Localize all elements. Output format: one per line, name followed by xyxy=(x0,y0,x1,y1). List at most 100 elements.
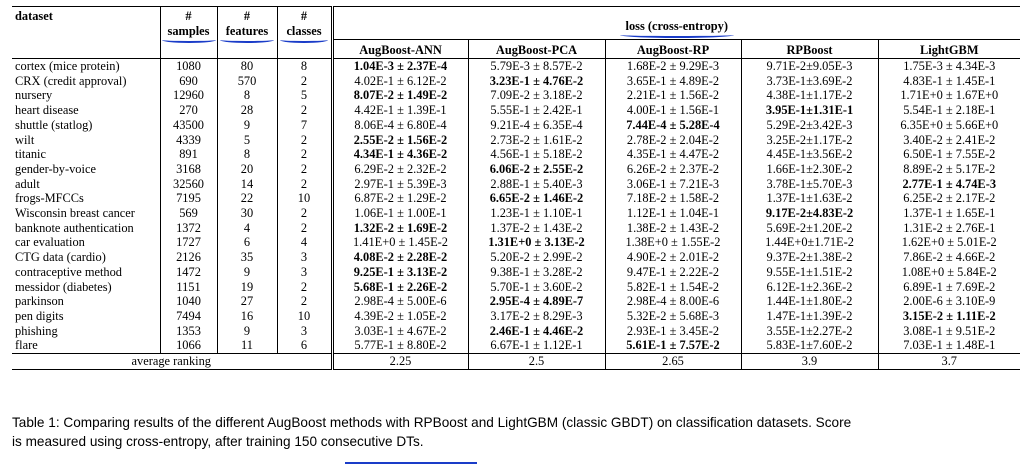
loss-value-rpboost: 1.44E-1±1.80E-2 xyxy=(740,294,878,309)
classes-count: 6 xyxy=(276,338,332,354)
loss-value-lightgbm: 5.54E-1 ± 2.18E-1 xyxy=(877,103,1021,118)
table-row: pen digits 7494 16 10 4.39E-2 ± 1.05E-2 3.17E… xyxy=(12,308,1021,324)
loss-value-rpboost: 5.83E-1±7.60E-2 xyxy=(740,338,878,354)
dataset-name: heart disease xyxy=(15,103,79,118)
samples-count: 2126 xyxy=(159,250,217,265)
features-count: 35 xyxy=(216,250,277,265)
loss-value-rpboost: 4.45E-1±3.56E-2 xyxy=(740,147,878,162)
table-row: contraceptive method 1472 9 3 9.25E-1 ± 3.13… xyxy=(12,264,1021,280)
header-samples-label: samples xyxy=(161,23,216,44)
samples-count: 1372 xyxy=(159,220,217,236)
loss-value-lightgbm: 7.86E-2 ± 4.66E-2 xyxy=(877,250,1021,265)
features-count: 9 xyxy=(216,323,277,339)
loss-value-rpboost: 3.78E-1±5.70E-3 xyxy=(740,176,878,192)
header-samples: # samples xyxy=(159,6,217,59)
dataset-name: CTG data (cardio) xyxy=(15,250,106,265)
loss-value-augboost-ann: 5.68E-1 ± 2.26E-2 xyxy=(330,279,468,295)
dataset-name: frogs-MFCCs xyxy=(15,191,84,206)
loss-value-augboost-pca: 2.73E-2 ± 1.61E-2 xyxy=(467,132,605,148)
dataset-name: banknote authentication xyxy=(15,220,134,235)
table-row: cortex (mice protein) 1080 80 8 1.04E-3 ± 2.… xyxy=(12,57,1021,74)
classes-count: 2 xyxy=(276,132,332,148)
loss-value-augboost-pca: 1.37E-2 ± 1.43E-2 xyxy=(467,220,605,236)
loss-value-lightgbm: 3.08E-1 ± 9.51E-2 xyxy=(877,323,1021,339)
header-features-label: features xyxy=(219,23,275,44)
loss-value-rpboost: 3.25E-2±1.17E-2 xyxy=(740,132,878,148)
loss-value-augboost-pca: 5.70E-1 ± 3.60E-2 xyxy=(467,279,605,295)
loss-value-augboost-pca: 4.56E-1 ± 5.18E-2 xyxy=(467,147,605,162)
classes-count: 10 xyxy=(276,308,332,324)
loss-value-lightgbm: 1.31E-2 ± 2.76E-1 xyxy=(877,220,1021,236)
loss-value-augboost-pca: 1.31E+0 ± 3.13E-2 xyxy=(467,235,605,251)
avg-rank-rpboost: 3.9 xyxy=(740,353,878,370)
loss-value-augboost-ann: 1.04E-3 ± 2.37E-4 xyxy=(330,58,468,74)
results-table-wrapper: dataset # samples # features # classes l… xyxy=(12,6,1021,370)
samples-count: 43500 xyxy=(159,117,217,133)
classes-count: 7 xyxy=(276,117,332,133)
dataset-name: flare xyxy=(15,338,38,353)
loss-value-augboost-rp: 5.82E-1 ± 1.54E-2 xyxy=(604,279,741,295)
loss-value-augboost-pca: 2.88E-1 ± 5.40E-3 xyxy=(467,176,605,192)
loss-value-augboost-rp: 7.18E-2 ± 1.58E-2 xyxy=(604,191,741,207)
features-count: 20 xyxy=(216,161,277,177)
loss-value-lightgbm: 1.71E+0 ± 1.67E+0 xyxy=(877,88,1021,104)
loss-value-lightgbm: 6.35E+0 ± 5.66E+0 xyxy=(877,117,1021,133)
loss-value-augboost-pca: 5.79E-3 ± 8.57E-2 xyxy=(467,58,605,74)
loss-value-lightgbm: 3.40E-2 ± 2.41E-2 xyxy=(877,132,1021,148)
table-row: phishing 1353 9 3 3.03E-1 ± 4.67E-2 2.46E-1 ±… xyxy=(12,323,1021,339)
loss-value-augboost-ann: 5.77E-1 ± 8.80E-2 xyxy=(330,338,468,354)
header-samples-hash: # xyxy=(185,9,192,23)
loss-value-augboost-rp: 7.44E-4 ± 5.28E-4 xyxy=(604,117,741,133)
table-row: shuttle (statlog) 43500 9 7 8.06E-4 ± 6.80E-… xyxy=(12,117,1021,133)
samples-count: 1353 xyxy=(159,323,217,339)
features-count: 30 xyxy=(216,206,277,221)
loss-value-augboost-ann: 8.07E-2 ± 1.49E-2 xyxy=(330,88,468,104)
table-row: gender-by-voice 3168 20 2 6.29E-2 ± 2.32E-2 6… xyxy=(12,161,1021,177)
loss-value-augboost-ann: 2.98E-4 ± 5.00E-6 xyxy=(330,294,468,309)
features-count: 570 xyxy=(216,73,277,89)
loss-value-lightgbm: 6.25E-2 ± 2.17E-2 xyxy=(877,191,1021,207)
header-loss-group: loss (cross-entropy) xyxy=(330,6,1021,40)
classes-count: 10 xyxy=(276,191,332,207)
samples-count: 7494 xyxy=(159,308,217,324)
features-count: 8 xyxy=(216,147,277,162)
loss-value-rpboost: 6.12E-1±2.36E-2 xyxy=(740,279,878,295)
loss-value-augboost-pca: 5.55E-1 ± 2.42E-1 xyxy=(467,103,605,118)
loss-value-rpboost: 3.95E-1±1.31E-1 xyxy=(740,103,878,118)
samples-count: 690 xyxy=(159,73,217,89)
loss-value-augboost-ann: 9.25E-1 ± 3.13E-2 xyxy=(330,264,468,280)
loss-value-lightgbm: 6.50E-1 ± 7.55E-2 xyxy=(877,147,1021,162)
loss-value-augboost-rp: 2.21E-1 ± 1.56E-2 xyxy=(604,88,741,104)
loss-value-augboost-ann: 4.42E-1 ± 1.39E-1 xyxy=(330,103,468,118)
features-count: 19 xyxy=(216,279,277,295)
caption-annotation-underline xyxy=(345,462,477,464)
loss-value-lightgbm: 7.03E-1 ± 1.48E-1 xyxy=(877,338,1021,354)
loss-value-augboost-rp: 1.38E+0 ± 1.55E-2 xyxy=(604,235,741,251)
loss-value-augboost-rp: 4.90E-2 ± 2.01E-2 xyxy=(604,250,741,265)
dataset-name: titanic xyxy=(15,147,46,162)
features-count: 4 xyxy=(216,220,277,236)
avg-rank-augboost-rp: 2.65 xyxy=(604,353,741,370)
dataset-name: gender-by-voice xyxy=(15,161,96,176)
loss-value-augboost-ann: 6.29E-2 ± 2.32E-2 xyxy=(330,161,468,177)
loss-value-rpboost: 1.44E+0±1.71E-2 xyxy=(740,235,878,251)
average-ranking-row: average ranking 2.25 2.5 2.65 3.9 3.7 xyxy=(12,353,1021,370)
loss-value-rpboost: 9.55E-1±1.51E-2 xyxy=(740,264,878,280)
loss-value-rpboost: 4.38E-1±1.17E-2 xyxy=(740,88,878,104)
loss-value-augboost-ann: 4.02E-1 ± 6.12E-2 xyxy=(330,73,468,89)
classes-count: 5 xyxy=(276,88,332,104)
header-dataset: dataset xyxy=(12,6,160,59)
table-row: CTG data (cardio) 2126 35 3 4.08E-2 ± 2.28E-… xyxy=(12,250,1021,265)
classes-count: 3 xyxy=(276,323,332,339)
avg-rank-lightgbm: 3.7 xyxy=(877,353,1021,370)
avg-rank-augboost-ann: 2.25 xyxy=(330,353,468,370)
loss-value-augboost-rp: 2.93E-1 ± 3.45E-2 xyxy=(604,323,741,339)
classes-count: 2 xyxy=(276,294,332,309)
table-row: Wisconsin breast cancer 569 30 2 1.06E-1 ± 1… xyxy=(12,206,1021,221)
features-count: 11 xyxy=(216,338,277,354)
samples-count: 1727 xyxy=(159,235,217,251)
loss-value-augboost-pca: 2.95E-4 ± 4.89E-7 xyxy=(467,294,605,309)
header-loss-label: loss (cross-entropy) xyxy=(619,18,735,38)
classes-count: 2 xyxy=(276,73,332,89)
loss-value-rpboost: 1.37E-1±1.63E-2 xyxy=(740,191,878,207)
